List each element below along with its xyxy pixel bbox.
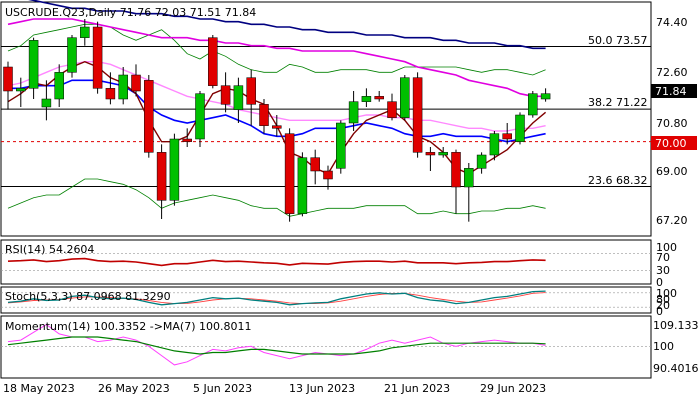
x-tick-label: 13 Jun 2023 (289, 382, 355, 395)
candle-body (297, 157, 308, 214)
candle-body (92, 26, 103, 89)
fib-50-label: 50.0 73.57 (588, 34, 647, 47)
momentum-line (7, 324, 546, 366)
rsi-tick: 100 (656, 241, 677, 254)
rsi-label: RSI(14) 54.2604 (5, 243, 94, 256)
candle-body (131, 74, 141, 92)
candle-body (169, 138, 180, 201)
candle-body (41, 98, 52, 108)
candle-body (80, 26, 90, 38)
candle-body (528, 93, 538, 116)
stoch-tick: 0 (656, 305, 663, 318)
candle-body (348, 101, 359, 124)
price-tick-label: 69.00 (656, 165, 688, 178)
candle-body (182, 138, 192, 142)
x-tick-label: 18 May 2023 (3, 382, 75, 395)
candle-body (412, 77, 423, 153)
candle-body (310, 157, 320, 172)
candle-body (374, 96, 384, 100)
stoch-tick: 80 (656, 293, 670, 306)
candle-body (489, 133, 500, 156)
marked-level-label: 70.00 (655, 137, 687, 150)
rsi-tick: 70 (656, 251, 670, 264)
ma-navy-line (28, 0, 546, 50)
price-tick-label: 67.20 (656, 214, 688, 227)
candle-body (438, 152, 448, 156)
candle-body (118, 74, 128, 100)
stoch-tick: 20 (656, 299, 670, 312)
x-tick-label: 29 Jun 2023 (480, 382, 546, 395)
current-price-box (651, 84, 697, 98)
rsi-layer (1, 253, 651, 271)
candle-body (361, 96, 372, 102)
candle-body (476, 154, 487, 169)
candle-body (28, 40, 39, 89)
candle-body (195, 93, 205, 140)
chart-header: USCRUDE.Q23,Daily 71.76 72.03 71.51 71.8… (5, 6, 256, 19)
bollinger-lower-line (7, 178, 546, 217)
x-tick-label: 5 Jun 2023 (193, 382, 252, 395)
rsi-line (7, 257, 546, 267)
candle-body (16, 88, 26, 92)
candle-body (515, 114, 525, 142)
momentum-panel-frame (0, 315, 652, 379)
candle-body (105, 88, 116, 100)
stoch-tick: 100 (656, 287, 677, 300)
candle-body (3, 66, 13, 92)
current-price-label: 71.84 (655, 85, 687, 98)
candle-body (540, 93, 551, 100)
x-tick-label: 26 May 2023 (98, 382, 170, 395)
rsi-panel-frame (0, 239, 652, 285)
momentum-tick: 109.133 (653, 319, 699, 332)
price-axis: 74.40 72.60 70.80 69.00 67.20 (656, 16, 688, 227)
price-tick-label: 74.40 (656, 16, 688, 29)
candle-body (336, 122, 346, 169)
momentum-tick: 100 (653, 340, 674, 353)
candle-body (272, 125, 282, 129)
price-layer (1, 0, 651, 222)
price-panel-frame (0, 1, 652, 237)
stoch-layer (1, 290, 651, 308)
candle-body (233, 85, 244, 110)
candle-body (156, 152, 167, 201)
x-axis: 18 May 2023 26 May 2023 5 Jun 2023 13 Ju… (3, 382, 546, 395)
x-tick-label: 21 Jun 2023 (384, 382, 450, 395)
candle-body (144, 80, 154, 153)
candle-body (246, 77, 256, 105)
stoch-k-line (7, 290, 546, 306)
momentum-ma-line (7, 336, 546, 355)
candle-body (451, 152, 461, 188)
candle-body (387, 101, 397, 118)
rsi-tick: 30 (656, 264, 670, 277)
candle-body (54, 72, 64, 100)
price-tick-label: 70.80 (656, 117, 688, 130)
candle-body (284, 133, 295, 214)
candle-body (323, 170, 333, 180)
marked-level-box (651, 136, 697, 150)
momentum-layer (1, 324, 651, 366)
candle-body (502, 133, 512, 140)
stoch-d-line (7, 292, 546, 305)
momentum-label: Momentum(14) 100.3352 ->MA(7) 100.8011 (5, 320, 252, 333)
candle-body (67, 37, 77, 73)
candle-body (259, 104, 269, 126)
price-tick-label: 72.60 (656, 66, 688, 79)
candle-body (400, 77, 410, 118)
momentum-tick: 90.4016 (653, 362, 699, 375)
fib-23-label: 23.6 68.32 (588, 174, 647, 187)
fib-38-label: 38.2 71.22 (588, 96, 647, 109)
candle-body (425, 152, 436, 156)
candle-body (220, 85, 231, 105)
rsi-tick: 0 (656, 276, 663, 289)
candle-body (464, 168, 474, 188)
stoch-label: Stoch(5,3,3) 87.0968 81.3290 (5, 290, 171, 303)
candle-body (208, 37, 218, 86)
